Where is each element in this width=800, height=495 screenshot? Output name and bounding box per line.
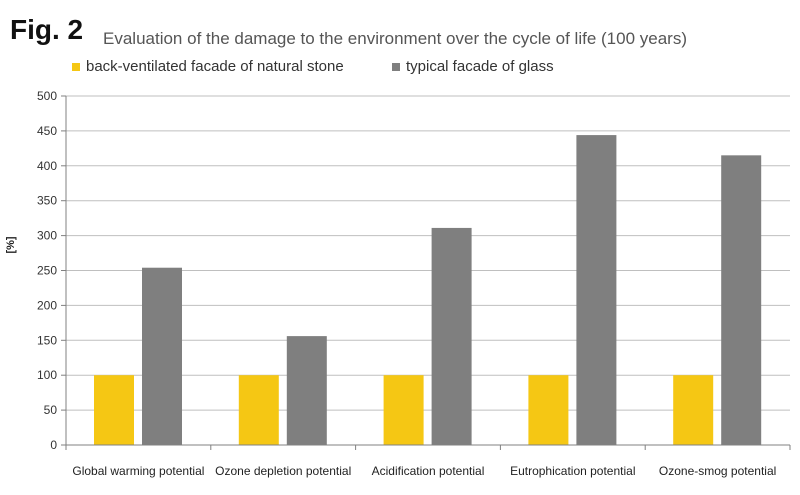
y-tick-label: 250 <box>37 264 57 278</box>
y-tick-label: 300 <box>37 229 57 243</box>
bar-stone <box>673 375 714 445</box>
bar-glass <box>576 135 617 445</box>
legend-item-stone: back-ventilated facade of natural stone <box>72 58 344 75</box>
x-tick-label: Global warming potential <box>72 464 204 478</box>
gridlines <box>66 95 790 411</box>
bar-stone <box>528 375 569 445</box>
bar-stone <box>383 375 424 445</box>
y-tick-label: 100 <box>37 368 57 382</box>
bar-glass <box>142 267 182 445</box>
legend-swatch-stone <box>72 62 80 71</box>
y-tick-label: 350 <box>37 194 57 208</box>
y-tick-label: 50 <box>44 403 58 417</box>
y-tick-label: 500 <box>37 89 57 103</box>
x-tick-label: Eutrophication potential <box>510 464 635 478</box>
y-tick-label: 450 <box>37 124 57 138</box>
bar-glass <box>721 155 762 445</box>
x-tick-label: Ozone-smog potential <box>659 464 776 478</box>
chart-title: Evaluation of the damage to the environm… <box>103 29 687 48</box>
bar-stone <box>238 375 279 445</box>
y-tick-label: 200 <box>37 298 57 312</box>
y-tick-label: 150 <box>37 333 57 347</box>
x-tick-label: Ozone depletion potential <box>215 464 351 478</box>
axes: 0 50 100 150 200 250 300 350 400 450 500 Global war… <box>37 89 791 478</box>
legend-item-glass: typical facade of glass <box>392 58 554 75</box>
legend-label-glass: typical facade of glass <box>406 58 554 75</box>
legend-swatch-glass <box>392 62 400 71</box>
bars <box>94 135 762 445</box>
bar-stone <box>94 375 134 445</box>
legend-label-stone: back-ventilated facade of natural stone <box>86 58 344 75</box>
x-tick-label: Acidification potential <box>372 464 485 478</box>
y-tick-label: 0 <box>50 438 57 452</box>
figure-label: Fig. 2 <box>10 14 84 45</box>
bar-glass <box>286 336 327 445</box>
y-axis-label: [%] <box>5 236 17 253</box>
bar-glass <box>431 227 472 445</box>
y-tick-label: 400 <box>37 159 57 173</box>
